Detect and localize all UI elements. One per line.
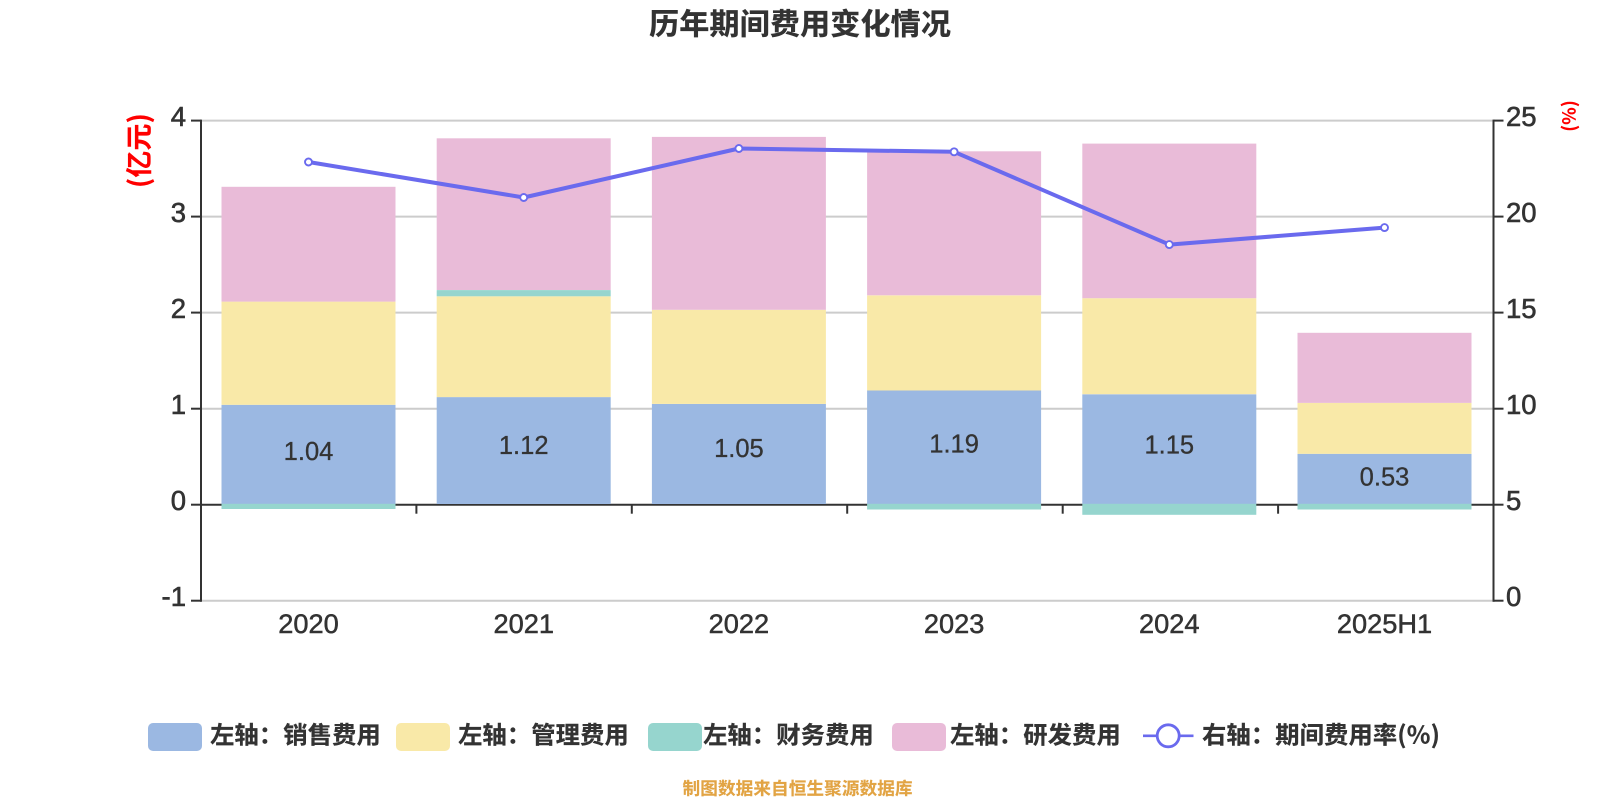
svg-text:20: 20 bbox=[1506, 197, 1537, 228]
svg-text:0: 0 bbox=[1506, 581, 1521, 612]
svg-text:25: 25 bbox=[1506, 101, 1537, 132]
svg-text:1.19: 1.19 bbox=[929, 430, 979, 458]
svg-text:1: 1 bbox=[171, 389, 186, 420]
svg-text:1.12: 1.12 bbox=[499, 432, 549, 460]
svg-text:1.15: 1.15 bbox=[1144, 431, 1194, 459]
svg-text:3: 3 bbox=[171, 197, 186, 228]
svg-text:0: 0 bbox=[171, 485, 186, 516]
svg-text:2: 2 bbox=[171, 293, 186, 324]
svg-text:0.53: 0.53 bbox=[1360, 463, 1410, 491]
svg-text:1.05: 1.05 bbox=[714, 435, 764, 463]
svg-text:2022: 2022 bbox=[709, 608, 769, 639]
svg-text:5: 5 bbox=[1506, 485, 1521, 516]
svg-text:2023: 2023 bbox=[924, 608, 984, 639]
svg-text:2024: 2024 bbox=[1139, 608, 1199, 639]
svg-text:15: 15 bbox=[1506, 293, 1537, 324]
svg-text:-1: -1 bbox=[162, 581, 186, 612]
svg-text:2025H1: 2025H1 bbox=[1337, 608, 1432, 639]
svg-text:2020: 2020 bbox=[278, 608, 338, 639]
svg-text:4: 4 bbox=[171, 101, 186, 132]
svg-text:10: 10 bbox=[1506, 389, 1537, 420]
svg-text:2021: 2021 bbox=[493, 608, 553, 639]
svg-text:1.04: 1.04 bbox=[284, 438, 334, 466]
